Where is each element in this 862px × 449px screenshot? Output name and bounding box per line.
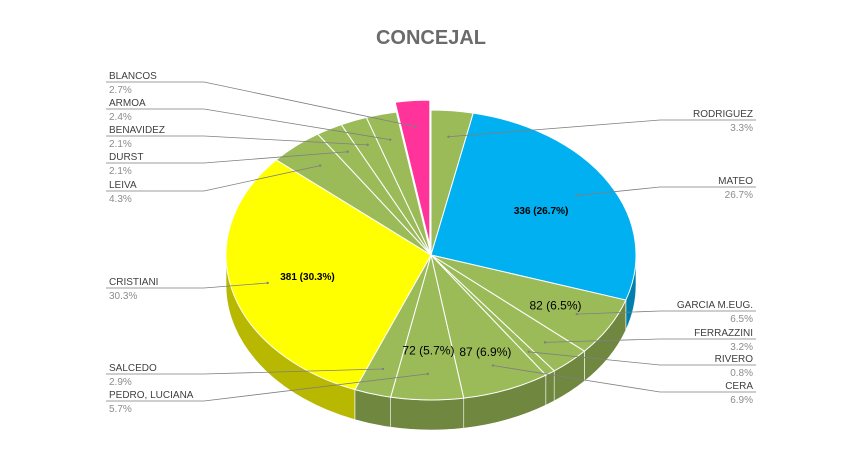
slice-blancos	[394, 99, 431, 246]
leader-line-rivero	[528, 351, 756, 366]
leader-dot-ferrazzini	[543, 341, 547, 344]
label-pct-salcedo: 2.9%	[109, 377, 132, 388]
inner-label-garcia-m-eug: 82 (6.5%)	[529, 298, 581, 312]
inner-label-mateo: 336 (26.7%)	[514, 206, 568, 217]
inner-label-pedro-luciana: 72 (5.7%)	[402, 344, 454, 358]
leader-dot-mateo	[575, 194, 578, 197]
leader-line-cera	[492, 365, 756, 393]
label-name-garcia-m-eug: GARCIA M.EUG.	[677, 300, 753, 311]
leader-line-garcia-m-eug	[576, 310, 756, 315]
label-pct-leiva: 4.3%	[109, 194, 132, 205]
chart-title: CONCEJAL	[376, 27, 486, 49]
label-name-durst: DURST	[109, 152, 143, 163]
label-name-mateo: MATEO	[718, 176, 753, 187]
label-pct-cristiani: 30.3%	[109, 291, 137, 302]
leader-lines	[106, 81, 756, 402]
leader-dot-cera	[491, 364, 495, 367]
slice-armoa	[365, 111, 432, 256]
label-pct-benavidez: 2.1%	[109, 139, 132, 150]
leader-line-armoa	[106, 108, 391, 141]
inner-label-cera: 87 (6.9%)	[459, 345, 511, 359]
pie-top	[225, 99, 637, 401]
label-name-blancos: BLANCOS	[109, 71, 157, 82]
label-name-benavidez: BENAVIDEZ	[109, 125, 165, 136]
leader-dot-durst	[346, 150, 349, 153]
leader-line-pedro-luciana	[106, 373, 428, 402]
label-name-salcedo: SALCEDO	[109, 363, 157, 374]
label-name-ferrazzini: FERRAZZINI	[694, 328, 753, 339]
inner-label-cristiani: 381 (30.3%)	[280, 272, 334, 283]
leader-line-leiva	[106, 165, 321, 192]
leader-line-benavidez	[106, 135, 368, 146]
leader-dot-cristiani	[266, 281, 269, 285]
label-name-armoa: ARMOA	[109, 98, 146, 109]
label-pct-garcia-m-eug: 6.5%	[730, 314, 753, 325]
leader-dot-leiva	[318, 164, 322, 167]
leader-dot-blancos	[414, 125, 417, 128]
label-pct-ferrazzini: 3.2%	[730, 342, 753, 353]
label-pct-blancos: 2.7%	[109, 85, 132, 96]
leader-line-cristiani	[106, 282, 268, 289]
leader-line-blancos	[106, 81, 416, 128]
label-pct-pedro-luciana: 5.7%	[109, 404, 132, 415]
leader-line-ferrazzini	[544, 338, 756, 343]
leader-dot-rivero	[527, 350, 530, 354]
slice-side-pedro-luciana	[390, 396, 465, 431]
label-pct-cera: 6.9%	[730, 395, 753, 406]
label-pct-rivero: 0.8%	[730, 368, 753, 379]
leader-line-durst	[106, 151, 348, 164]
label-name-cera: CERA	[725, 381, 753, 392]
label-pct-armoa: 2.4%	[109, 112, 132, 123]
label-name-rivero: RIVERO	[715, 354, 754, 365]
label-pct-mateo: 26.7%	[725, 190, 753, 201]
leader-dot-rodriguez	[447, 135, 450, 138]
label-name-cristiani: CRISTIANI	[109, 277, 158, 288]
leader-line-rodriguez	[448, 119, 756, 138]
slice-side-rivero	[545, 370, 555, 406]
slice-labels: 336 (26.7%) 82 (6.5%) 87 (6.9%) 72 (5.7%) 38…	[109, 71, 753, 415]
label-name-leiva: LEIVA	[109, 180, 137, 191]
label-name-pedro-luciana: PEDRO, LUCIANA	[109, 390, 194, 401]
leader-line-salcedo	[106, 368, 384, 375]
leader-dot-benavidez	[366, 143, 369, 147]
leader-dot-salcedo	[381, 367, 385, 371]
leader-dot-pedro-luciana	[426, 372, 430, 376]
label-pct-rodriguez: 3.3%	[730, 123, 753, 134]
slice-cristiani	[225, 159, 432, 391]
leader-line-mateo	[576, 186, 756, 196]
label-pct-durst: 2.1%	[109, 166, 132, 177]
leader-dot-armoa	[388, 138, 392, 141]
leader-dot-garcia-m-eug	[575, 312, 579, 316]
slice-mateo	[430, 112, 637, 301]
label-name-rodriguez: RODRIGUEZ	[693, 109, 753, 120]
